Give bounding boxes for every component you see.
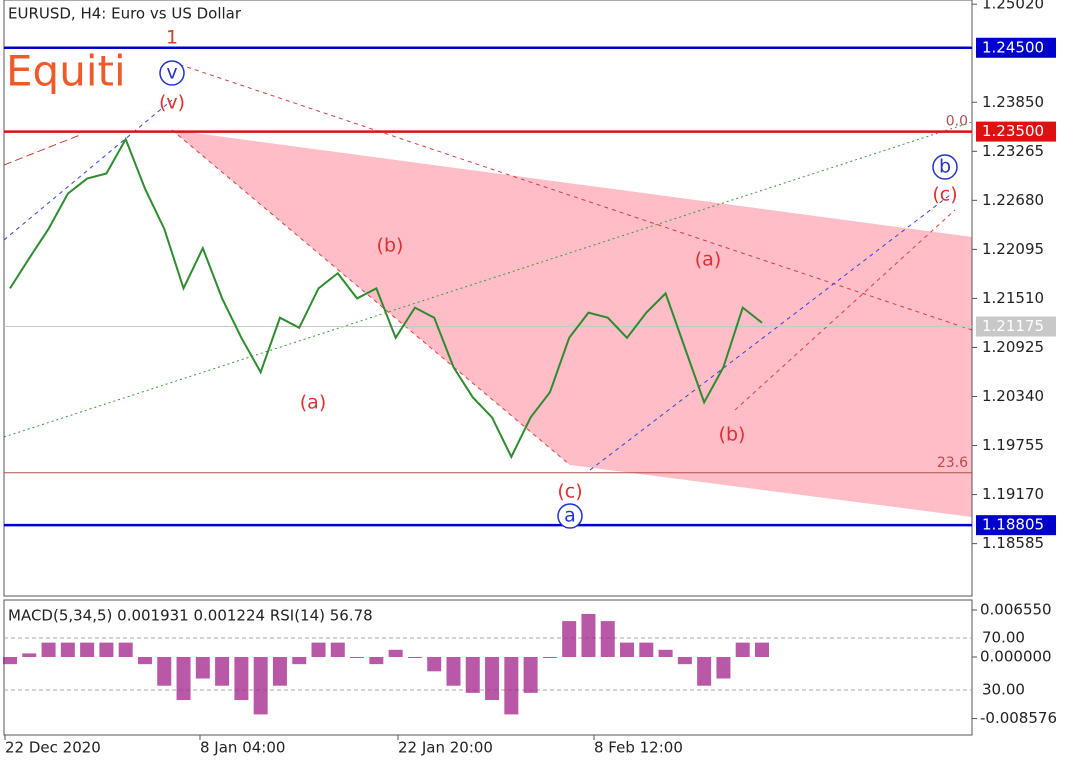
fib-fan-area xyxy=(172,130,972,517)
trend-line xyxy=(3,134,81,166)
indicator-title: MACD(5,34,5) 0.001931 0.001224 RSI(14) 5… xyxy=(8,607,373,625)
y-tick-label: 1.25020 xyxy=(982,0,1044,13)
level-label: 1.21175 xyxy=(982,317,1044,335)
wave-label: 1 xyxy=(166,27,178,49)
level-tag xyxy=(976,121,1056,142)
trend-line xyxy=(171,129,571,466)
macd-bar xyxy=(504,656,519,715)
y-tick-label: 1.20925 xyxy=(982,338,1044,356)
level-label: 1.24500 xyxy=(982,38,1044,56)
wave-label: v xyxy=(166,62,177,84)
macd-bar xyxy=(581,613,596,657)
x-tick-label: 8 Feb 12:00 xyxy=(594,739,683,757)
x-tick-label: 22 Dec 2020 xyxy=(5,739,101,757)
y-tick-label: 1.18585 xyxy=(982,534,1044,552)
macd-bar xyxy=(22,653,37,657)
macd-bar xyxy=(3,656,17,665)
macd-bar xyxy=(562,621,577,657)
trend-line xyxy=(734,209,956,411)
y-tick-label: 1.20340 xyxy=(982,387,1044,405)
macd-bar xyxy=(639,642,654,657)
indicator-panel xyxy=(3,599,973,736)
y2-tick-label: 70.00 xyxy=(982,628,1025,646)
macd-bar xyxy=(465,656,480,693)
fib-label: 0.0 xyxy=(946,114,968,130)
wave-label: (b) xyxy=(377,235,404,257)
macd-bar xyxy=(195,656,210,679)
wave-label: (a) xyxy=(300,392,326,414)
macd-bar xyxy=(600,621,615,657)
wave-circle xyxy=(932,154,958,180)
macd-bar xyxy=(215,656,230,686)
macd-bar xyxy=(350,656,365,658)
wave-label: (c) xyxy=(932,184,957,206)
y-tick-label: 1.23265 xyxy=(982,142,1044,160)
fib-label: 23.6 xyxy=(937,455,968,471)
macd-bar xyxy=(137,656,152,665)
macd-bar xyxy=(369,656,384,665)
level-label: 1.18805 xyxy=(982,516,1044,534)
macd-bar xyxy=(620,642,635,657)
macd-bar xyxy=(292,656,307,665)
y-tick-label: 1.19755 xyxy=(982,436,1044,454)
wave-label: (b) xyxy=(719,424,746,446)
level-tag xyxy=(976,515,1056,536)
macd-bar xyxy=(330,642,345,657)
wave-label: (v) xyxy=(159,92,185,114)
wave-label: a xyxy=(564,505,576,527)
macd-bar xyxy=(80,642,95,657)
macd-bar xyxy=(234,656,249,701)
price-line xyxy=(9,136,763,460)
macd-bar xyxy=(735,642,750,657)
y-tick-label: 0.006550 xyxy=(980,600,1052,618)
macd-bar xyxy=(427,656,442,672)
y-tick-label: 1.19170 xyxy=(982,485,1044,503)
macd-bar xyxy=(542,656,557,658)
macd-bar xyxy=(41,642,56,657)
macd-bar xyxy=(118,642,133,657)
wave-circle xyxy=(159,60,185,86)
y-tick-label: 0.000000 xyxy=(980,647,1052,665)
y2-tick-label: 30.00 xyxy=(982,681,1025,699)
y-tick-label: 1.21510 xyxy=(982,289,1044,307)
wave-circle xyxy=(557,503,583,529)
level-tag xyxy=(976,37,1056,58)
macd-bar xyxy=(658,649,673,657)
macd-bar xyxy=(99,642,114,657)
macd-bar xyxy=(176,656,191,701)
macd-bar xyxy=(388,649,403,657)
macd-bar xyxy=(677,656,692,665)
level-tag xyxy=(976,316,1056,337)
macd-bar xyxy=(446,656,461,686)
x-tick-label: 8 Jan 04:00 xyxy=(200,739,285,757)
trend-line xyxy=(589,194,951,471)
y-tick-label: 1.23850 xyxy=(982,93,1044,111)
macd-bar xyxy=(523,656,538,693)
level-label: 1.23500 xyxy=(982,122,1044,140)
macd-bar xyxy=(407,656,422,658)
macd-bar xyxy=(716,656,731,679)
macd-bar xyxy=(272,656,287,686)
macd-bar xyxy=(697,656,712,686)
watermark: Equiti xyxy=(6,47,126,96)
y-tick-label: -0.008576 xyxy=(980,709,1057,727)
macd-bar xyxy=(755,642,769,657)
wave-label: (a) xyxy=(695,249,721,271)
y-tick-label: 1.22680 xyxy=(982,191,1044,209)
macd-bar xyxy=(485,656,500,701)
macd-bar xyxy=(60,642,75,657)
wave-label: (c) xyxy=(557,481,582,503)
macd-bar xyxy=(253,656,268,715)
wave-label: b xyxy=(939,156,951,178)
macd-bar xyxy=(157,656,172,686)
chart-title: EURUSD, H4: Euro vs US Dollar xyxy=(8,5,242,23)
macd-bar xyxy=(311,642,326,657)
x-tick-label: 22 Jan 20:00 xyxy=(398,739,493,757)
y-tick-label: 1.22095 xyxy=(982,240,1044,258)
